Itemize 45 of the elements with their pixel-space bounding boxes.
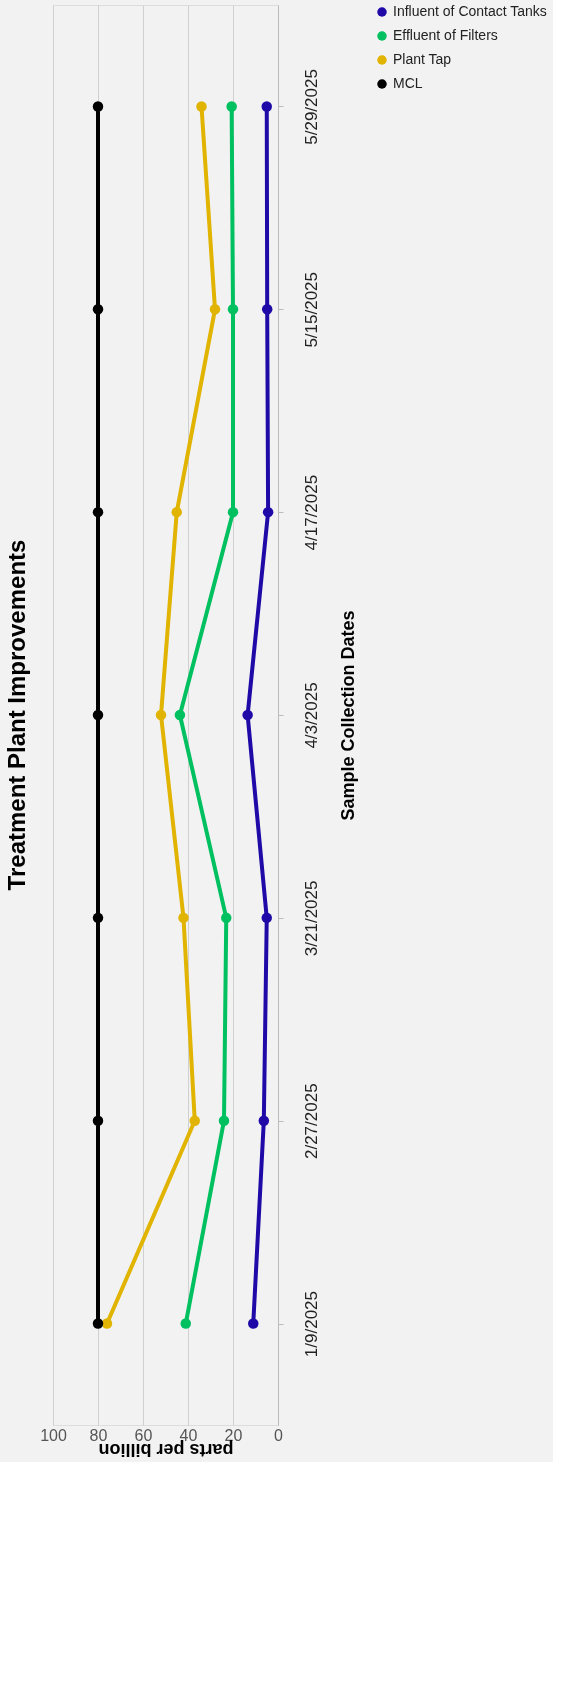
y-tick-label: 2/27/2025 <box>301 1083 321 1160</box>
point <box>196 101 207 112</box>
point <box>227 304 239 315</box>
point <box>261 304 273 315</box>
point <box>171 506 182 518</box>
point <box>92 1115 104 1126</box>
point <box>92 304 104 315</box>
legend-label: Influent of Contact Tanks <box>393 3 547 19</box>
point <box>92 101 104 112</box>
x-tick-label: 80 <box>89 1426 108 1444</box>
point <box>226 101 237 112</box>
legend-label: Effluent of Filters <box>393 27 498 43</box>
legend-label: MCL <box>393 75 423 91</box>
y-tick-label: 5/15/2025 <box>301 271 321 348</box>
point <box>155 709 167 721</box>
point <box>92 506 104 518</box>
legend-label: Plant Tap <box>393 51 452 67</box>
point <box>209 304 221 315</box>
point <box>174 709 186 721</box>
point <box>92 1318 104 1329</box>
y-tick-label: 3/21/2025 <box>301 880 321 957</box>
y-tick-label: 1/9/2025 <box>301 1290 321 1358</box>
x-tick-label: 100 <box>40 1426 67 1444</box>
point <box>227 506 239 518</box>
x-tick-label: 0 <box>274 1426 284 1444</box>
y-tick-label: 4/3/2025 <box>301 682 321 749</box>
point <box>262 506 274 518</box>
y-axis-title: Sample Collection Dates <box>337 610 358 821</box>
point <box>218 1115 230 1126</box>
point <box>92 709 104 721</box>
point <box>101 1318 113 1329</box>
point <box>261 101 272 112</box>
y-tick-label: 4/17/2025 <box>301 474 321 551</box>
x-tick-label: 60 <box>134 1426 153 1444</box>
point <box>92 912 104 924</box>
text: Treatment Plant Improvements <box>2 539 30 891</box>
point <box>242 709 253 721</box>
point <box>258 1115 270 1126</box>
point <box>178 912 189 924</box>
point <box>189 1115 200 1126</box>
point <box>221 912 232 924</box>
point <box>180 1318 191 1329</box>
point <box>248 1318 259 1329</box>
point <box>261 912 272 924</box>
y-tick-label: 5/29/2025 <box>301 69 321 145</box>
